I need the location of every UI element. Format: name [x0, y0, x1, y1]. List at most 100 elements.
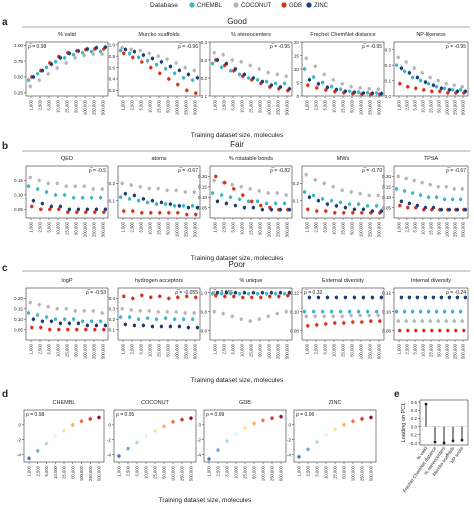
point-gdb: [250, 295, 254, 300]
x-tick-label: 100,000: [83, 343, 88, 359]
point-coconut: [144, 434, 148, 438]
x-tick-label: 500,000: [101, 343, 106, 359]
x-tick-label: 100,000: [267, 99, 272, 115]
x-tick-label: 10,000: [240, 343, 245, 356]
x-tick-label: 25,000: [157, 221, 162, 234]
point-coconut: [174, 310, 178, 314]
y-tick-label: 0.15: [198, 185, 207, 190]
y-tick-label: 0.10: [382, 309, 391, 314]
x-tick-label: 1,000: [117, 465, 122, 476]
point-coconut: [183, 65, 187, 70]
point-zinc: [287, 207, 292, 212]
point-chembl: [26, 78, 31, 82]
point-zinc: [370, 295, 375, 300]
point-zinc: [287, 291, 292, 295]
chart-title: QED: [61, 156, 73, 162]
y-tick-label: 0.15: [14, 307, 23, 312]
point-coconut: [349, 313, 353, 318]
point-chembl: [154, 317, 159, 321]
point-chembl: [320, 80, 325, 85]
point-chembl: [320, 197, 325, 201]
point-zinc: [132, 49, 137, 54]
point-coconut: [147, 309, 151, 313]
y-tick-label: 0.6: [411, 400, 418, 405]
x-tick-label: 1,000: [121, 221, 126, 232]
legend-label-zinc: ZINC: [314, 3, 329, 9]
point-gdb: [194, 295, 198, 300]
point-chembl: [320, 309, 325, 314]
point-chembl: [127, 51, 132, 56]
x-tick-label: 1,000: [397, 221, 402, 232]
point-coconut: [239, 317, 243, 321]
point-chembl: [163, 202, 168, 206]
chart-title: NP-likeness: [416, 32, 446, 38]
point-coconut: [189, 416, 193, 420]
point-chembl: [36, 449, 40, 453]
point-chembl: [282, 201, 287, 206]
point-chembl: [163, 67, 168, 71]
point-zinc: [123, 47, 128, 52]
x-tick-label: 25,000: [157, 99, 162, 112]
point-coconut: [156, 54, 160, 58]
point-coconut: [358, 192, 362, 196]
chart-title: % stereocenters: [231, 32, 271, 38]
point-gdb: [324, 209, 328, 213]
x-tick-label: 5,000: [323, 221, 328, 232]
point-gdb: [131, 296, 135, 301]
point-coconut: [162, 424, 166, 429]
x-tick-label: 250,000: [368, 221, 373, 237]
point-gdb: [185, 212, 189, 217]
chart-title: % valid: [58, 32, 76, 38]
point-coconut: [129, 308, 133, 312]
point-zinc: [315, 440, 319, 444]
x-tick-label: 1,000: [29, 221, 34, 232]
point-gdb: [167, 77, 171, 81]
y-tick-label: 0.3: [385, 48, 392, 53]
point-chembl: [273, 291, 278, 296]
y-tick-label: 0.4: [201, 40, 208, 45]
point-coconut: [37, 302, 41, 307]
y-tick-label: -4: [17, 452, 22, 457]
point-coconut: [284, 74, 288, 78]
point-coconut: [64, 307, 68, 311]
point-gdb: [315, 86, 319, 90]
point-gdb: [398, 328, 402, 333]
x-tick-label: 2,500: [405, 343, 410, 354]
point-zinc: [352, 207, 357, 212]
x-tick-label: 500,000: [189, 465, 194, 481]
rho-annotation: ρ̅ = 0.32: [304, 289, 322, 296]
point-zinc: [260, 79, 265, 84]
y-tick-label: 0.10: [14, 193, 23, 198]
x-tick-label: 5,000: [323, 343, 328, 354]
point-coconut: [304, 56, 308, 60]
x-tick-label: 250,000: [360, 465, 365, 481]
x-tick-label: 5,000: [231, 99, 236, 110]
point-zinc: [278, 291, 283, 295]
legend-title: Database: [150, 2, 178, 9]
x-tick-label: 100,000: [359, 343, 364, 359]
y-tick-label: 0.4: [411, 408, 418, 413]
point-chembl: [89, 196, 94, 200]
x-tick-label: 100,000: [83, 99, 88, 115]
y-tick-label: 0: [296, 94, 299, 99]
x-tick-label: 500,000: [193, 221, 198, 237]
y-tick-label: 20: [294, 40, 300, 45]
point-gdb: [93, 327, 97, 332]
section-b-letter: b: [2, 141, 8, 152]
point-coconut: [420, 319, 424, 323]
point-gdb: [66, 327, 70, 332]
x-tick-label: 10,000: [240, 221, 245, 234]
point-coconut: [367, 87, 371, 91]
point-gdb: [140, 60, 144, 64]
point-chembl: [98, 319, 103, 323]
y-tick-label: 0.1: [109, 198, 116, 203]
point-gdb: [306, 207, 310, 212]
point-zinc: [159, 200, 164, 205]
point-gdb: [406, 328, 410, 333]
y-tick-label: 0.2: [293, 181, 300, 186]
y-tick-label: 0.1: [293, 198, 300, 203]
x-tick-label: 250,000: [276, 343, 281, 359]
point-zinc: [431, 205, 436, 210]
